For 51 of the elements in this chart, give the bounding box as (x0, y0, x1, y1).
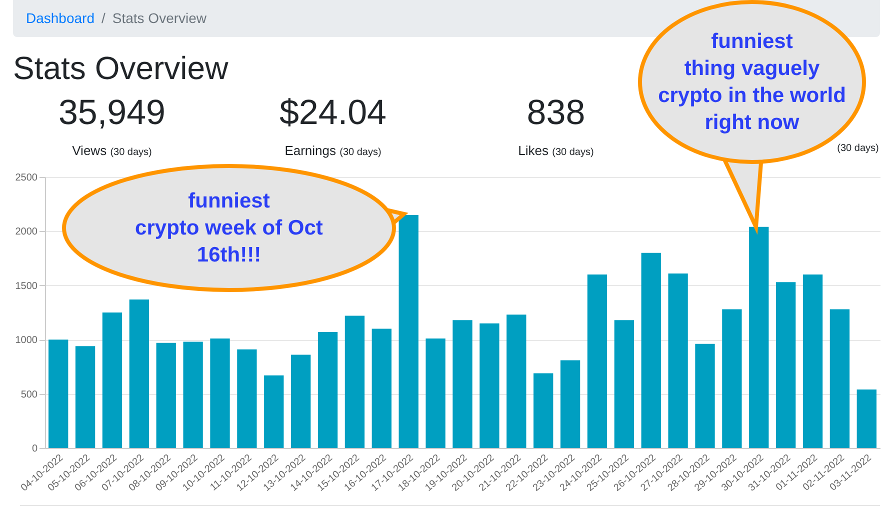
text: 838 (526, 93, 586, 133)
bar (668, 273, 688, 448)
text: Stats Overview (112, 10, 207, 26)
text: Likes (518, 143, 549, 158)
bar (452, 320, 472, 448)
bar (75, 346, 96, 448)
y-tick-label: 2500 (15, 172, 38, 184)
text: funniest thing vaguely crypto in the world right now (657, 29, 847, 136)
text: Earnings (284, 143, 336, 158)
bar (48, 340, 68, 448)
bar (614, 320, 634, 448)
bar (560, 360, 580, 448)
bar (237, 349, 257, 448)
annotation: funniest crypto week of Oct 16th!!! (134, 188, 324, 268)
bar (344, 316, 365, 448)
bar (156, 342, 176, 448)
text: (30 days) (340, 147, 382, 158)
text: (30 days) (837, 143, 879, 154)
text: 35,949 (58, 93, 166, 133)
text: Views (72, 143, 107, 158)
bar (641, 252, 661, 448)
bar (129, 299, 150, 448)
bar (426, 338, 446, 448)
bar (372, 328, 392, 448)
text: (30 days) (110, 147, 152, 158)
bar (722, 309, 742, 448)
text: $24.04 (279, 93, 387, 133)
bar (183, 342, 203, 448)
y-tick-label: 0 (32, 444, 38, 454)
bar (802, 274, 823, 448)
y-tick-label: 500 (20, 389, 38, 400)
bar (318, 332, 338, 448)
bar (830, 309, 850, 448)
y-tick-label: 1000 (15, 335, 38, 346)
bar (776, 282, 796, 448)
bar (506, 314, 526, 448)
bar (210, 338, 230, 448)
bar (856, 389, 876, 448)
bar (291, 354, 311, 448)
bar (587, 274, 608, 448)
text: (30 days) (552, 147, 594, 158)
bar (264, 375, 284, 448)
y-tick-label: 1500 (15, 280, 38, 292)
bar (102, 312, 122, 448)
bar (480, 323, 500, 448)
bar (695, 344, 715, 448)
bar (534, 373, 554, 448)
y-tick-label: 2000 (15, 226, 38, 238)
text: Dashboard (26, 10, 94, 26)
text: / (100, 10, 106, 26)
text: Stats Overview (13, 50, 228, 87)
